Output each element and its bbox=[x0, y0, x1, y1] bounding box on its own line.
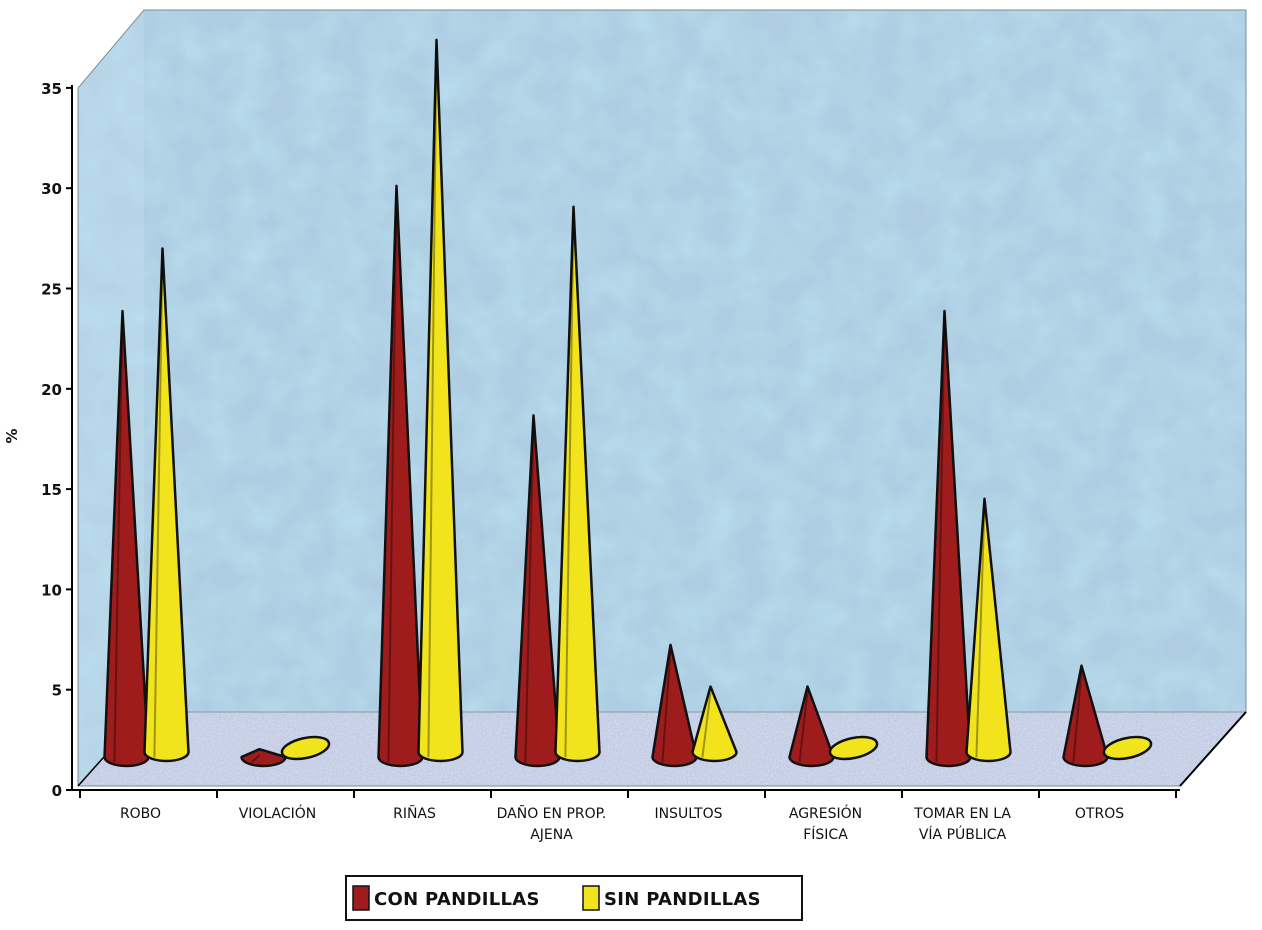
y-ticks: 0 5 10 15 20 25 30 35 bbox=[41, 80, 72, 800]
cones bbox=[103, 38, 1153, 768]
y-tick-label: 5 bbox=[52, 682, 62, 700]
legend-label-con-pandillas: CON PANDILLAS bbox=[374, 889, 540, 910]
cone-sin-pandillas-robo bbox=[143, 247, 190, 763]
y-tick-label: 10 bbox=[41, 581, 62, 599]
category-label-dano-en-prop-ajena: DAÑO EN PROP. AJENA bbox=[497, 805, 607, 843]
y-tick-label: 35 bbox=[41, 80, 62, 98]
category-label-tomar-en-la-via-publica: TOMAR EN LA VÍA PÚBLICA bbox=[913, 806, 1011, 843]
legend-swatch-sin-pandillas bbox=[582, 885, 600, 911]
y-axis-label: % bbox=[3, 428, 21, 443]
category-label-robo: ROBO bbox=[120, 806, 161, 822]
category-label-insultos: INSULTOS bbox=[654, 806, 722, 822]
legend-label-sin-pandillas: SIN PANDILLAS bbox=[604, 889, 761, 910]
floor-front-right-edge bbox=[1179, 711, 1247, 787]
y-tick-label: 25 bbox=[41, 281, 62, 299]
cone-sin-pandillas-agresion-fisica bbox=[828, 735, 879, 761]
y-tick-label: 30 bbox=[41, 180, 62, 198]
back-wall-texture bbox=[144, 10, 1246, 712]
cone-sin-pandillas-violacion bbox=[280, 735, 331, 761]
category-label-otros: OTROS bbox=[1075, 806, 1124, 822]
category-label-violacion: VIOLACIÓN bbox=[239, 804, 317, 822]
x-ticks: ROBO VIOLACIÓN RIÑAS DAÑO EN PROP. AJENA INSU… bbox=[79, 790, 1177, 843]
legend-swatch-con-pandillas bbox=[352, 885, 370, 911]
y-tick-label: 15 bbox=[41, 481, 62, 499]
cone-sin-pandillas-dano-en-prop-ajena bbox=[554, 205, 601, 763]
cone-sin-pandillas-otros bbox=[1102, 735, 1153, 761]
plot-walls bbox=[77, 9, 1247, 787]
legend-box bbox=[345, 875, 803, 921]
y-tick-label: 20 bbox=[41, 381, 62, 399]
cone-sin-pandillas-insultos bbox=[691, 685, 738, 763]
category-label-agresion-fisica: AGRESIÓN FÍSICA bbox=[789, 804, 862, 843]
legend: CON PANDILLAS SIN PANDILLAS bbox=[345, 875, 803, 921]
y-tick-label: 0 bbox=[52, 782, 62, 800]
cone-sin-pandillas-tomar-en-la-via-publica bbox=[965, 497, 1012, 763]
category-label-rinas: RIÑAS bbox=[393, 805, 436, 822]
cone-sin-pandillas-rinas bbox=[417, 38, 464, 763]
